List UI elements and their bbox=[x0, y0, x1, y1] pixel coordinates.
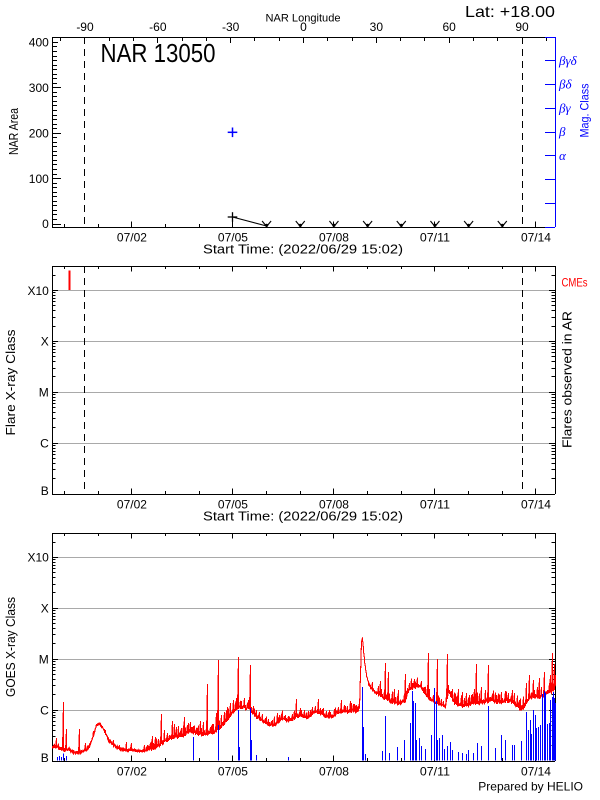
svg-text:GOES X-ray Class: GOES X-ray Class bbox=[3, 597, 18, 697]
svg-text:Mag. Class: Mag. Class bbox=[578, 84, 592, 138]
svg-text:Prepared by HELIO: Prepared by HELIO bbox=[478, 780, 583, 794]
svg-text:07/14: 07/14 bbox=[521, 231, 551, 245]
svg-text:-60: -60 bbox=[149, 20, 167, 34]
svg-text:Flare X-ray Class: Flare X-ray Class bbox=[3, 329, 18, 436]
svg-text:β: β bbox=[558, 124, 566, 139]
svg-text:07/05: 07/05 bbox=[218, 498, 248, 512]
svg-text:βγδ: βγδ bbox=[558, 53, 578, 68]
svg-text:βγ: βγ bbox=[558, 100, 571, 115]
svg-text:0: 0 bbox=[300, 20, 307, 34]
svg-text:07/05: 07/05 bbox=[218, 231, 248, 245]
svg-text:07/02: 07/02 bbox=[117, 765, 147, 779]
svg-text:07/14: 07/14 bbox=[521, 498, 551, 512]
svg-text:Lat: +18.00: Lat: +18.00 bbox=[465, 4, 555, 21]
svg-text:B: B bbox=[41, 484, 49, 498]
svg-text:200: 200 bbox=[29, 126, 49, 140]
svg-text:βδ: βδ bbox=[558, 77, 572, 92]
svg-text:C: C bbox=[40, 703, 49, 717]
svg-text:07/11: 07/11 bbox=[420, 498, 450, 512]
svg-text:07/11: 07/11 bbox=[420, 765, 450, 779]
svg-text:30: 30 bbox=[370, 20, 384, 34]
svg-text:400: 400 bbox=[29, 36, 49, 50]
svg-text:Start Time: (2022/06/29 15:02): Start Time: (2022/06/29 15:02) bbox=[203, 509, 403, 524]
svg-text:X10: X10 bbox=[27, 284, 49, 298]
svg-text:07/11: 07/11 bbox=[420, 231, 450, 245]
svg-text:M: M bbox=[39, 386, 49, 400]
svg-text:CMEs: CMEs bbox=[562, 276, 588, 290]
svg-text:0: 0 bbox=[42, 217, 49, 231]
svg-text:α: α bbox=[559, 148, 567, 163]
svg-text:Flares observed in AR: Flares observed in AR bbox=[560, 311, 575, 448]
svg-text:B: B bbox=[41, 751, 49, 765]
svg-text:100: 100 bbox=[29, 172, 49, 186]
svg-text:07/02: 07/02 bbox=[117, 231, 147, 245]
svg-text:07/08: 07/08 bbox=[319, 765, 349, 779]
svg-text:90: 90 bbox=[515, 20, 529, 34]
svg-text:X: X bbox=[41, 335, 49, 349]
svg-text:NAR 13050: NAR 13050 bbox=[101, 38, 216, 68]
svg-text:-90: -90 bbox=[76, 20, 94, 34]
svg-text:300: 300 bbox=[29, 81, 49, 95]
svg-text:X: X bbox=[41, 602, 49, 616]
svg-text:NAR Area: NAR Area bbox=[7, 108, 21, 155]
svg-text:Start Time: (2022/06/29 15:02): Start Time: (2022/06/29 15:02) bbox=[203, 242, 403, 257]
svg-text:07/08: 07/08 bbox=[319, 231, 349, 245]
svg-text:07/08: 07/08 bbox=[319, 498, 349, 512]
svg-text:07/05: 07/05 bbox=[218, 765, 248, 779]
svg-text:X10: X10 bbox=[27, 551, 49, 565]
svg-text:-30: -30 bbox=[222, 20, 240, 34]
svg-text:07/14: 07/14 bbox=[521, 765, 551, 779]
svg-text:07/02: 07/02 bbox=[117, 498, 147, 512]
svg-text:NAR Longitude: NAR Longitude bbox=[266, 13, 341, 25]
svg-text:60: 60 bbox=[442, 20, 456, 34]
svg-text:C: C bbox=[40, 436, 49, 450]
svg-text:M: M bbox=[39, 652, 49, 666]
